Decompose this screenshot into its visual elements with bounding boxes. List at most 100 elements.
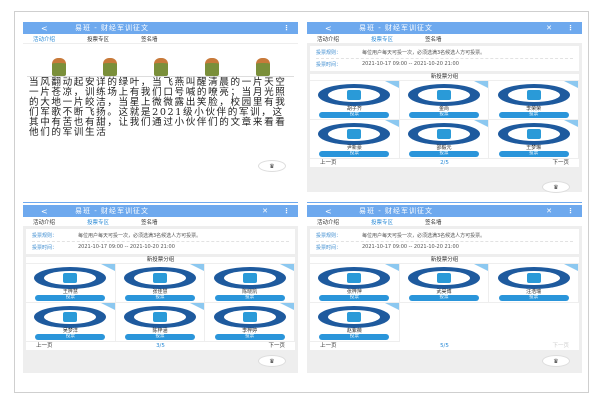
more-icon[interactable]: ⋮: [567, 24, 574, 32]
back-icon[interactable]: <: [325, 23, 332, 33]
vote-button[interactable]: 投票: [498, 112, 569, 118]
time-label: 投票时间：: [316, 245, 342, 251]
candidate-card: 李荣荣 投票: [489, 81, 579, 120]
vote-button[interactable]: 投票: [35, 295, 106, 301]
tab-intro[interactable]: 活动介绍: [33, 36, 56, 43]
app-header: < 易班 - 财经军训征文 ✕ ⋮: [307, 205, 582, 217]
candidate-card: 胡子齐 投票: [310, 81, 400, 120]
page-title: 易班 - 财经军训征文: [75, 24, 149, 32]
vote-time: 2021-10-17 09:00 -- 2021-10-20 21:00: [362, 244, 459, 250]
crown-float-button[interactable]: ♛: [258, 160, 286, 172]
crown-float-button[interactable]: ♛: [258, 355, 286, 367]
candidate-card: 邵毅元 投票: [399, 120, 490, 159]
vote-button[interactable]: 投票: [124, 334, 195, 340]
pagination: 上一页 5/5 下一页: [310, 342, 579, 350]
tab-vote[interactable]: 投票专区: [371, 36, 394, 43]
article-text: 当风翻动起安详的绿叶，当飞燕叫醒清晨的一片天空一片苍凉，训练场上有我们口号喊的嘹…: [29, 77, 287, 138]
corner-tag: [384, 81, 399, 88]
candidate-name: 李梓婷: [242, 328, 258, 334]
candidate-card: 张佳慧 投票: [115, 264, 206, 303]
candidate-name: 金尚: [438, 106, 449, 112]
candidate-name: 张佳慧: [152, 289, 168, 295]
tab-signwall[interactable]: 签名墙: [141, 219, 158, 226]
school-badge-image: [497, 84, 570, 106]
pagination: 上一页 3/5 下一页: [26, 342, 295, 350]
vote-rules: 投票规则： 每位用户每天可投一次，必须选满3名候选人方可投票。 投票时间： 2021…: [26, 229, 295, 254]
prev-page-button[interactable]: 上一页: [36, 343, 53, 349]
candidate-name: 武昊博: [436, 289, 452, 295]
school-badge-image: [34, 306, 107, 328]
corner-tag: [474, 120, 489, 127]
more-icon[interactable]: ⋮: [567, 207, 574, 215]
prev-page-button[interactable]: 上一页: [320, 343, 337, 349]
more-icon[interactable]: ⋮: [283, 207, 290, 215]
corner-tag: [100, 303, 115, 310]
vote-button[interactable]: 投票: [408, 151, 479, 157]
tab-intro[interactable]: 活动介绍: [33, 219, 56, 226]
next-page-button[interactable]: 下一页: [552, 160, 569, 166]
school-badge-image: [318, 123, 391, 145]
vote-button[interactable]: 投票: [124, 295, 195, 301]
crown-float-button[interactable]: ♛: [542, 181, 570, 193]
candidate-card: 尹新豪 投票: [310, 120, 400, 159]
vote-button[interactable]: 投票: [408, 112, 479, 118]
tab-bar: 活动介绍 投票专区 签名墙: [23, 34, 298, 44]
tab-vote[interactable]: 投票专区: [371, 219, 394, 226]
candidate-name: 汪浩瑞: [526, 289, 542, 295]
time-label: 投票时间：: [32, 245, 58, 251]
candidate-grid: 胡子齐 投票 金尚 投票 李荣荣 投票 尹新豪 投票 邵毅元 投票 王梦琳 投: [310, 81, 579, 159]
back-icon[interactable]: <: [325, 206, 332, 216]
school-badge-image: [318, 267, 391, 289]
vote-button[interactable]: 投票: [319, 334, 390, 340]
tab-intro[interactable]: 活动介绍: [317, 219, 340, 226]
corner-tag: [190, 264, 205, 271]
close-icon[interactable]: ✕: [546, 207, 552, 215]
back-icon[interactable]: <: [41, 206, 48, 216]
back-icon[interactable]: <: [41, 23, 48, 33]
tab-vote[interactable]: 投票专区: [87, 36, 110, 43]
candidate-name: 王梓慧: [62, 289, 78, 295]
crown-icon: ♛: [553, 358, 559, 365]
article: 当风翻动起安详的绿叶，当飞燕叫醒清晨的一片天空一片苍凉，训练场上有我们口号喊的嘹…: [23, 44, 298, 139]
school-badge-image: [497, 267, 570, 289]
prev-page-button[interactable]: 上一页: [320, 160, 337, 166]
vote-button[interactable]: 投票: [498, 295, 569, 301]
next-page-button[interactable]: 下一页: [552, 343, 569, 349]
tab-vote[interactable]: 投票专区: [87, 219, 110, 226]
vote-time: 2021-10-17 09:00 -- 2021-10-20 21:00: [362, 61, 459, 67]
vote-button[interactable]: 投票: [214, 295, 285, 301]
vote-button[interactable]: 投票: [498, 151, 569, 157]
crown-float-button[interactable]: ♛: [542, 355, 570, 367]
candidate-name: 赵紫薇: [346, 328, 362, 334]
candidate-card: 赵紫薇 投票: [310, 303, 400, 342]
vote-button[interactable]: 投票: [319, 112, 390, 118]
close-icon[interactable]: ✕: [262, 207, 268, 215]
corner-tag: [190, 303, 205, 310]
candidate-card: 陈晓凯 投票: [205, 264, 295, 303]
candidate-card: 李梓婷 投票: [205, 303, 295, 342]
next-page-button[interactable]: 下一页: [268, 343, 285, 349]
school-badge-image: [407, 123, 480, 145]
more-icon[interactable]: ⋮: [283, 24, 290, 32]
candidate-name: 胡子齐: [346, 106, 362, 112]
corner-tag: [384, 120, 399, 127]
rules-label: 投票规则：: [316, 50, 342, 56]
tab-signwall[interactable]: 签名墙: [425, 36, 442, 43]
candidate-card: 张梓萍 投票: [310, 264, 400, 303]
candidate-name: 吴梦洋: [62, 328, 78, 334]
candidate-card: 汪浩瑞 投票: [489, 264, 579, 303]
school-badge-image: [213, 306, 286, 328]
vote-button[interactable]: 投票: [319, 295, 390, 301]
close-icon[interactable]: ✕: [546, 24, 552, 32]
vote-button[interactable]: 投票: [35, 334, 106, 340]
vote-button[interactable]: 投票: [408, 295, 479, 301]
school-badge-image: [318, 84, 391, 106]
tab-signwall[interactable]: 签名墙: [141, 36, 158, 43]
school-badge-image: [213, 267, 286, 289]
bottom-line: [23, 202, 298, 203]
vote-button[interactable]: 投票: [214, 334, 285, 340]
corner-tag: [100, 264, 115, 271]
tab-intro[interactable]: 活动介绍: [317, 36, 340, 43]
vote-button[interactable]: 投票: [319, 151, 390, 157]
tab-signwall[interactable]: 签名墙: [425, 219, 442, 226]
